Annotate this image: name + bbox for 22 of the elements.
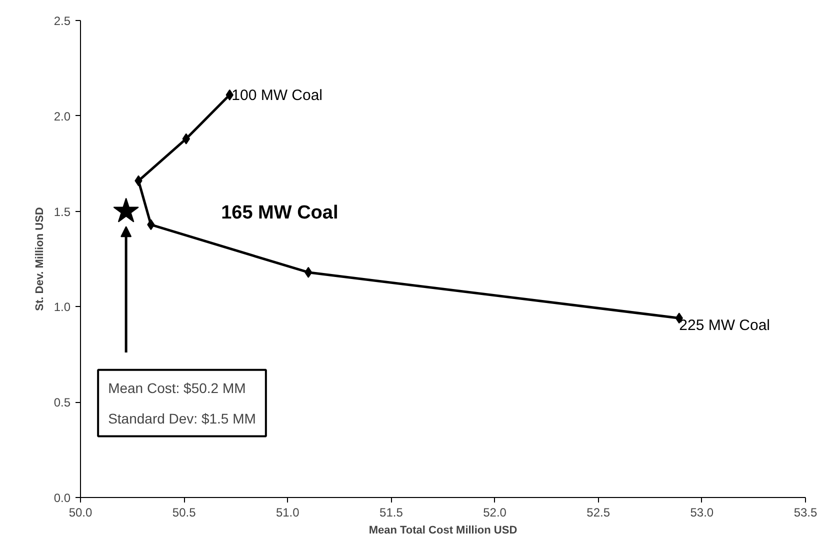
x-tick-label: 51.0 [276, 506, 300, 520]
y-tick-label: 0.0 [54, 491, 71, 505]
annotation: Standard Dev: $1.5 MM [108, 410, 256, 426]
y-tick-label: 1.0 [54, 300, 71, 314]
x-tick-label: 53.0 [690, 506, 714, 520]
x-tick-label: 52.5 [586, 506, 610, 520]
point [113, 198, 139, 222]
annotation: 165 MW Coal [221, 202, 338, 224]
annotation: 225 MW Coal [679, 317, 770, 334]
y-tick-label: 0.5 [54, 396, 71, 410]
x-tick-label: 50.0 [68, 506, 93, 520]
y-tick-label: 2.5 [54, 14, 71, 28]
x-tick-label: 50.5 [172, 506, 196, 520]
x-tick-label: 53.5 [794, 506, 818, 520]
y-tick-label: 1.5 [54, 204, 71, 219]
y-axis-title: St. Dev. Million USD [34, 207, 46, 311]
x-tick-label: 52.0 [483, 506, 507, 520]
y-tick-label: 2.0 [54, 109, 71, 124]
x-axis-title: Mean Total Cost Million USD [368, 524, 518, 536]
annotation: Mean Cost: $50.2 MM [108, 380, 246, 396]
annotation: 100 MW Coal [232, 86, 323, 104]
x-tick-label: 51.5 [380, 506, 404, 520]
